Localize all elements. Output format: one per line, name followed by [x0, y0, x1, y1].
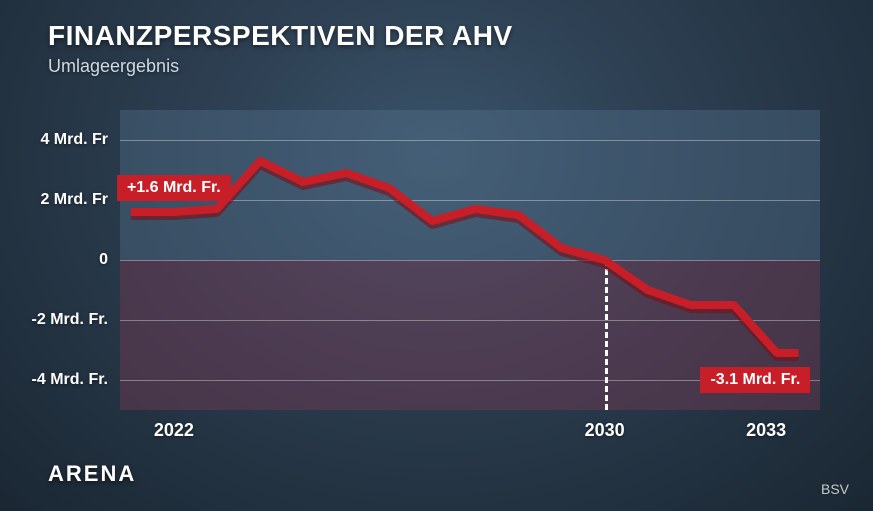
y-axis-label: -4 Mrd. Fr. — [0, 371, 108, 389]
y-axis-label: 0 — [0, 251, 108, 269]
y-axis-label: 2 Mrd. Fr — [0, 191, 108, 209]
y-axis-label: -2 Mrd. Fr. — [0, 311, 108, 329]
page-subtitle: Umlageergebnis — [48, 56, 179, 77]
y-axis-label: 4 Mrd. Fr — [0, 131, 108, 149]
callout-label: +1.6 Mrd. Fr. — [117, 175, 231, 201]
chart-area: 4 Mrd. Fr2 Mrd. Fr0-2 Mrd. Fr.-4 Mrd. Fr… — [120, 110, 820, 410]
line-svg — [120, 110, 820, 410]
brand-logo: ARENA — [48, 461, 136, 487]
source-label: BSV — [821, 481, 849, 497]
page-title: FINANZPERSPEKTIVEN DER AHV — [48, 20, 513, 52]
x-axis-label: 2030 — [585, 420, 625, 441]
x-axis-label: 2022 — [154, 420, 194, 441]
callout-label: -3.1 Mrd. Fr. — [700, 367, 810, 393]
x-axis-label: 2033 — [746, 420, 786, 441]
